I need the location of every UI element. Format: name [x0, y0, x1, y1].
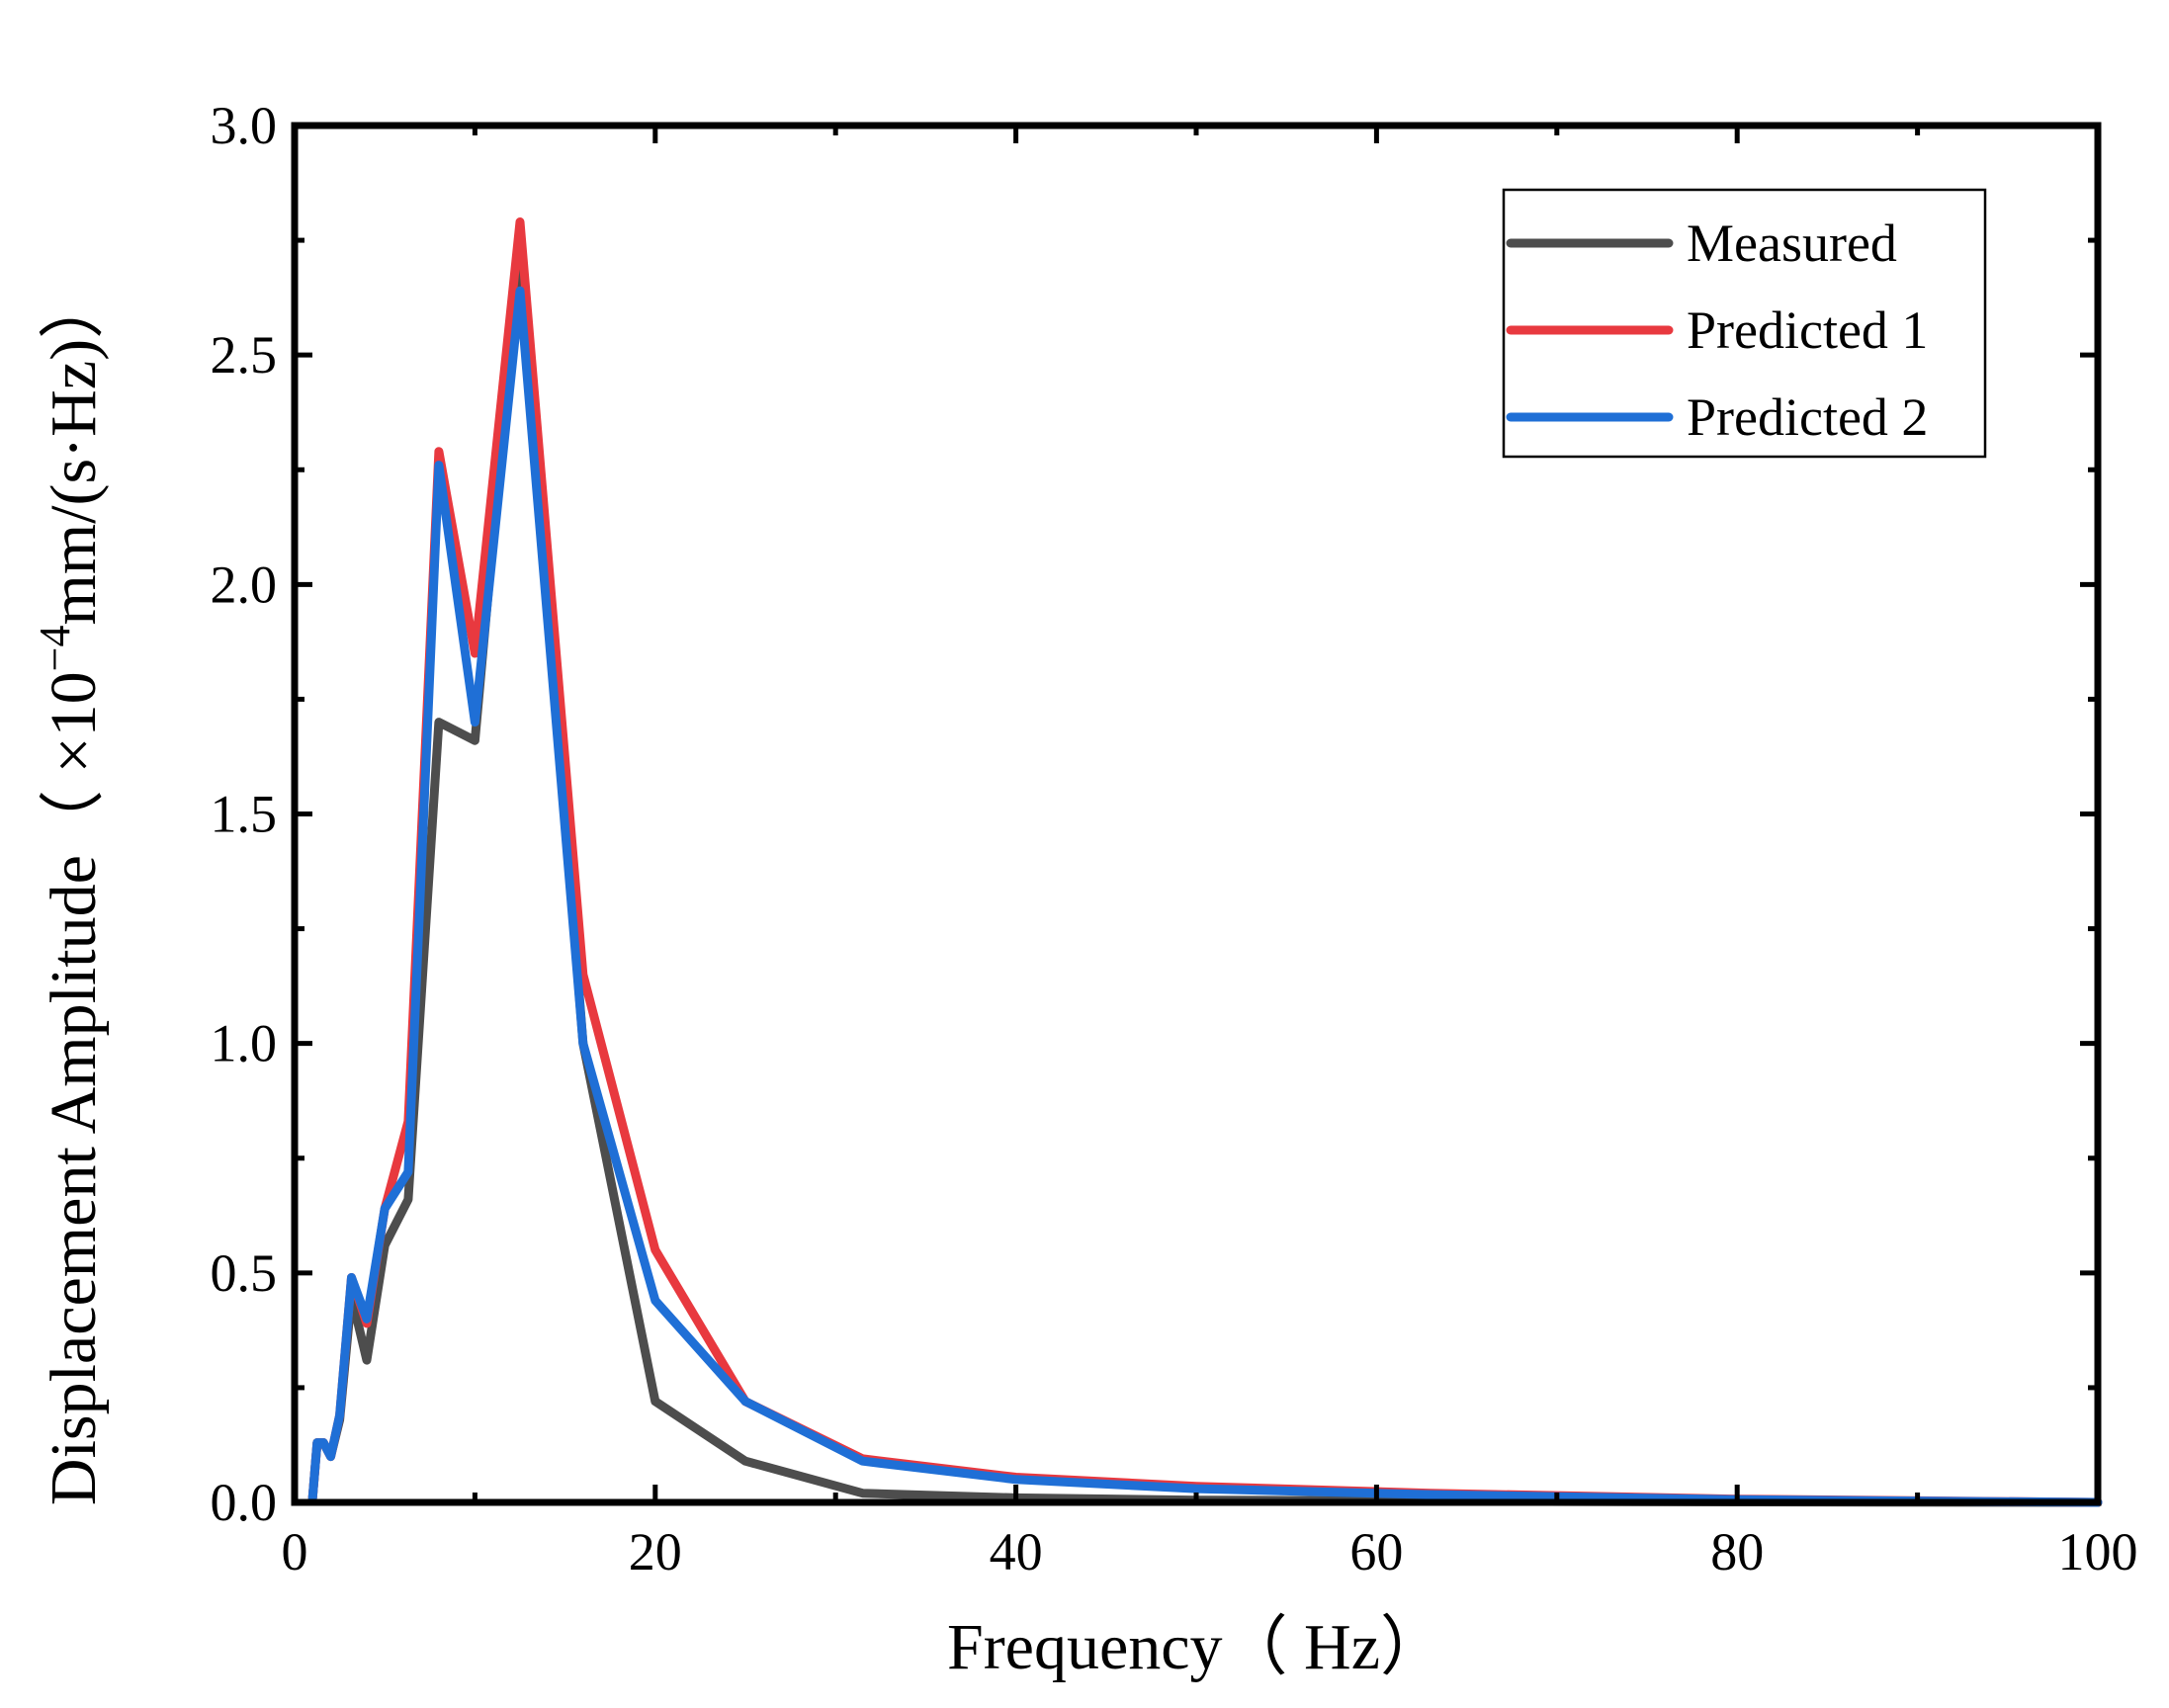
legend-label-predicted-2: Predicted 2 [1687, 387, 1928, 447]
legend-items: Measured Predicted 1 Predicted 2 [1506, 214, 1928, 447]
y-axis-title-exponent: −4 [31, 626, 79, 672]
x-axis-title: Frequency（ Hz） [947, 1611, 1445, 1683]
x-tick-label: 40 [990, 1522, 1043, 1581]
y-axis-title-tail: mm/(s·Hz)） [38, 274, 110, 626]
legend-label-predicted-1: Predicted 1 [1687, 300, 1928, 360]
x-tick-label: 60 [1349, 1522, 1403, 1581]
x-axis-ticks: 0 20 40 60 80 100 [282, 126, 2138, 1581]
y-axis-ticks: 0.0 0.5 1.0 1.5 2.0 2.5 3.0 [211, 96, 2098, 1532]
x-tick-label: 80 [1710, 1522, 1764, 1581]
y-tick-label: 2.5 [211, 325, 278, 384]
y-axis-title-main: Displacement Amplitude（ ×10 [38, 671, 110, 1505]
legend: Measured Predicted 1 Predicted 2 [1502, 188, 1987, 459]
x-tick-label: 20 [629, 1522, 682, 1581]
y-tick-label: 0.5 [211, 1243, 278, 1303]
legend-label-measured: Measured [1687, 214, 1897, 273]
x-tick-label: 100 [2058, 1522, 2138, 1581]
y-tick-label: 1.0 [211, 1014, 278, 1073]
series-line-predicted-2 [307, 286, 2103, 1507]
y-tick-label: 2.0 [211, 555, 278, 614]
y-tick-label: 1.5 [211, 785, 278, 844]
y-axis-title: Displacement Amplitude（ ×10−4mm/(s·Hz)） [31, 274, 110, 1505]
y-tick-label: 3.0 [211, 96, 278, 155]
legend-box [1502, 188, 1987, 459]
x-tick-label: 0 [282, 1522, 308, 1581]
y-tick-label: 0.0 [211, 1473, 278, 1532]
